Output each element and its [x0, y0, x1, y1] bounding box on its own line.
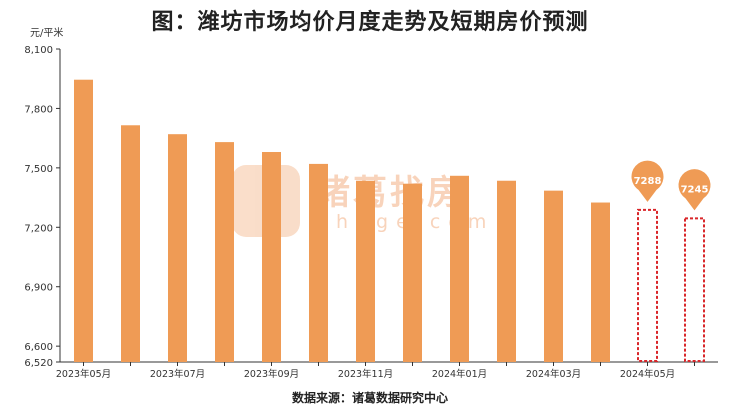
forecast-bar [684, 217, 705, 362]
chart-title: 图：潍坊市场均价月度走势及短期房价预测 [151, 10, 589, 35]
y-tick-label: 7,500 [24, 164, 53, 175]
bar [215, 142, 234, 362]
y-tick-label: 6,520 [24, 358, 53, 369]
forecast-pin-marker [678, 169, 711, 211]
y-tick-label: 7,800 [24, 104, 53, 115]
bar [356, 180, 375, 362]
y-tick-label: 6,600 [24, 342, 53, 353]
bar [309, 163, 328, 362]
x-tick-label: 2024年05月 [620, 368, 675, 380]
y-axis-unit-label: 元/平米 [30, 28, 64, 39]
data-source-label: 数据来源：诸葛数据研究中心 [291, 391, 448, 405]
forecast-pin-marker [631, 160, 664, 202]
x-tick-label: 2024年01月 [432, 368, 487, 380]
bar [74, 79, 93, 363]
forecast-value-label: 7288 [634, 176, 662, 187]
y-tick-label: 6,900 [24, 283, 53, 294]
bar [262, 152, 281, 362]
bar [591, 202, 610, 362]
x-tick-label: 2024年03月 [526, 368, 581, 380]
forecast-bar [637, 208, 658, 362]
x-tick-label: 2023年07月 [150, 368, 205, 380]
y-tick-label: 7,200 [24, 223, 53, 234]
bar [403, 183, 422, 362]
y-tick-label: 8,100 [24, 45, 53, 56]
bar [168, 134, 187, 362]
x-tick-label: 2023年05月 [56, 368, 111, 380]
x-tick-label: 2023年11月 [338, 368, 393, 380]
bar [121, 125, 140, 363]
x-tick-label: 2023年09月 [244, 368, 299, 380]
forecast-value-label: 7245 [681, 184, 709, 195]
bar [544, 190, 563, 362]
bar [450, 175, 469, 362]
bar [497, 180, 516, 362]
